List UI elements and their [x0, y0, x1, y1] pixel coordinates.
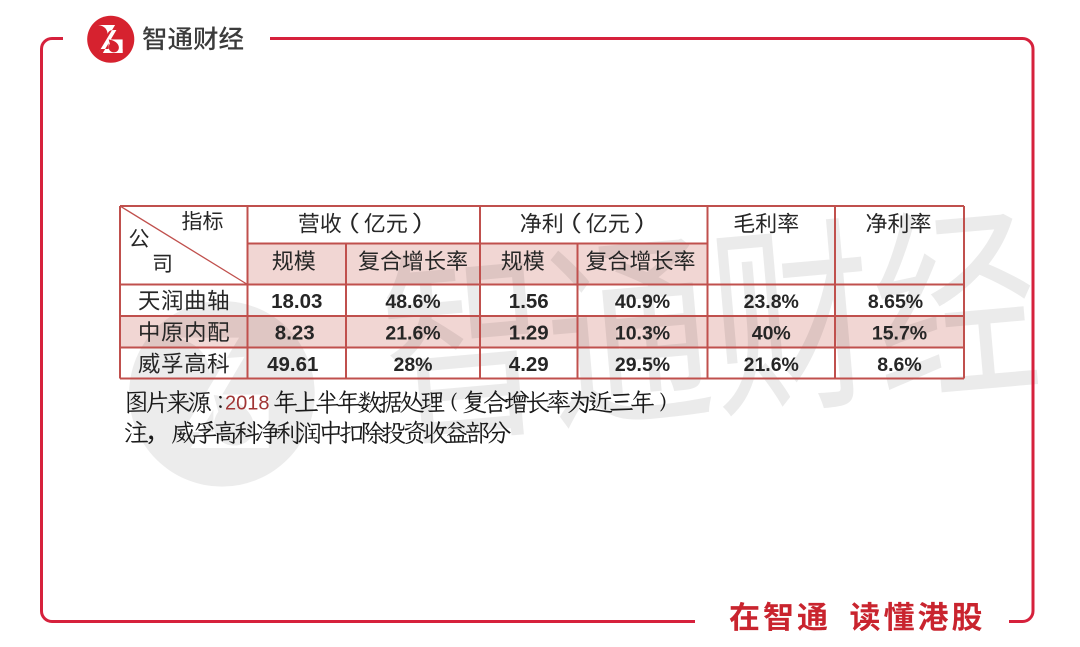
svg-text:40%: 40%: [752, 322, 791, 344]
svg-text:1.29: 1.29: [509, 321, 549, 344]
svg-text:18.03: 18.03: [271, 290, 322, 313]
svg-text:8.65%: 8.65%: [868, 291, 923, 313]
svg-text:28%: 28%: [393, 354, 432, 376]
svg-text:49.61: 49.61: [267, 353, 318, 376]
svg-text:2018: 2018: [225, 393, 270, 415]
svg-text:48.6%: 48.6%: [385, 291, 440, 313]
svg-text:21.6%: 21.6%: [385, 322, 440, 344]
svg-text:10.3%: 10.3%: [615, 322, 670, 344]
svg-text:8.23: 8.23: [275, 321, 315, 344]
svg-text:1.56: 1.56: [509, 290, 549, 313]
svg-text:29.5%: 29.5%: [615, 354, 670, 376]
svg-text:40.9%: 40.9%: [615, 291, 670, 313]
svg-text:21.6%: 21.6%: [744, 354, 799, 376]
svg-text:4.29: 4.29: [509, 353, 549, 376]
svg-text:15.7%: 15.7%: [872, 322, 927, 344]
svg-text:23.8%: 23.8%: [744, 291, 799, 313]
svg-text:8.6%: 8.6%: [877, 354, 921, 376]
